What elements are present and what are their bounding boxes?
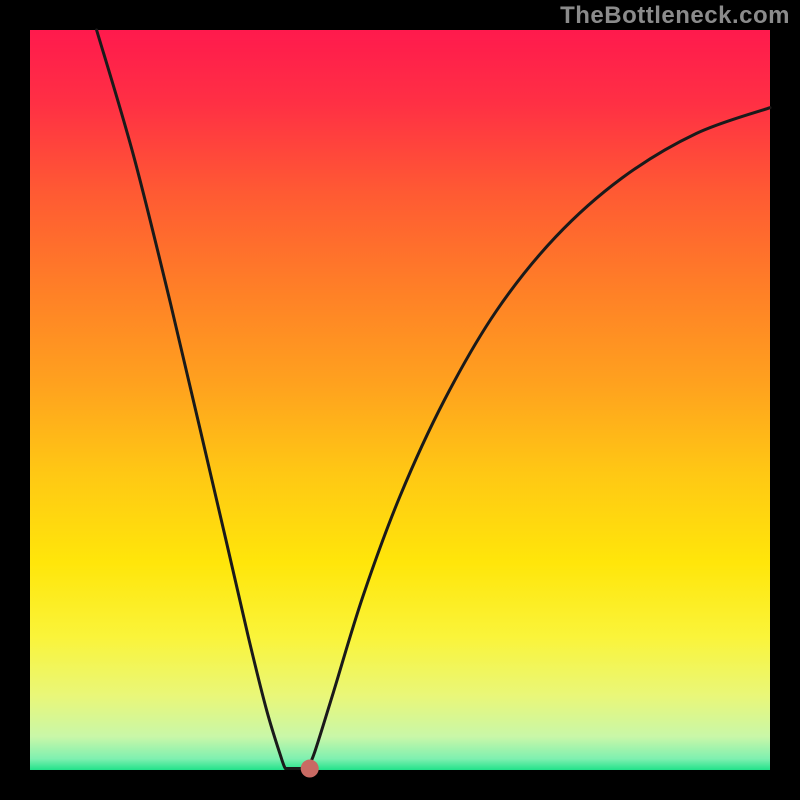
bottleneck-chart	[0, 0, 800, 800]
plot-background	[30, 30, 770, 770]
outer-frame: TheBottleneck.com	[0, 0, 800, 800]
optimal-point-marker	[301, 760, 319, 778]
watermark-label: TheBottleneck.com	[560, 2, 790, 30]
